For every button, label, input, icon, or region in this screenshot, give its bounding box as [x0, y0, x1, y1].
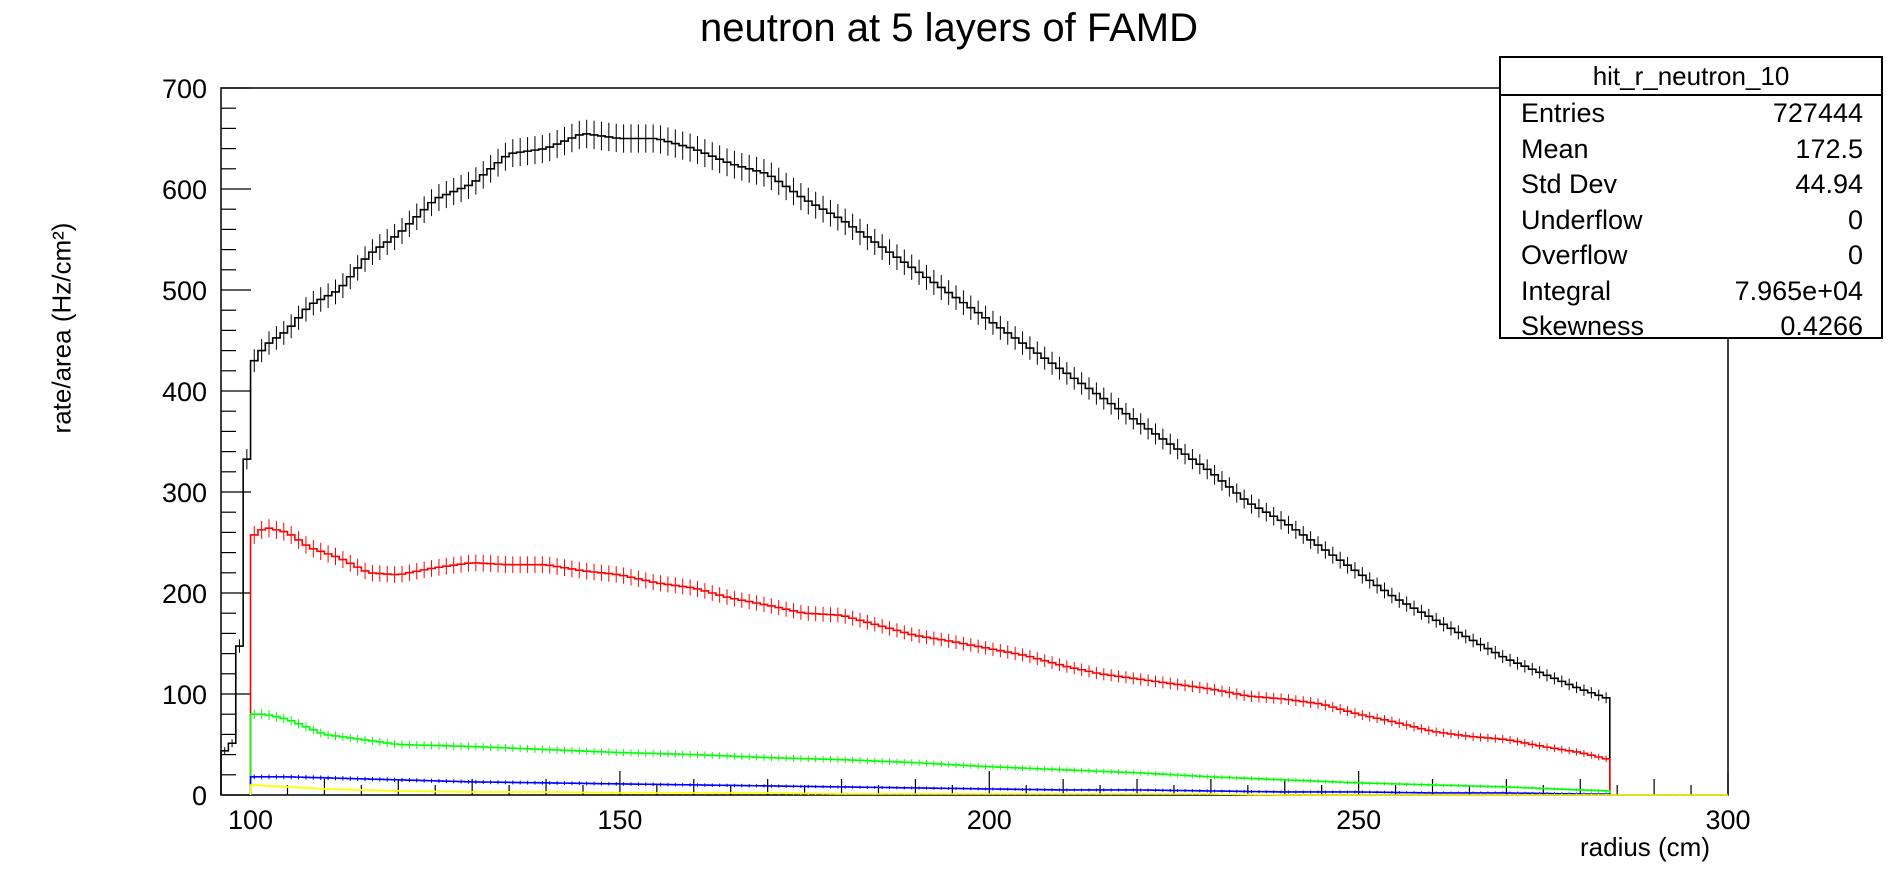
stats-label: Integral: [1521, 275, 1612, 306]
y-tick-label: 600: [162, 175, 207, 205]
stats-label: Mean: [1521, 133, 1589, 164]
series-0-histogram: [220, 133, 1611, 795]
y-tick-label: 0: [192, 781, 207, 811]
series-3-histogram: [249, 776, 1611, 795]
x-tick-label: 150: [597, 805, 642, 835]
stats-box: hit_r_neutron_10 Entries 727444 Mean 172…: [1499, 56, 1883, 341]
stats-label: Skewness: [1521, 311, 1645, 341]
stats-label: Entries: [1521, 98, 1606, 128]
stats-label: Std Dev: [1521, 169, 1618, 199]
y-tick-label: 200: [162, 579, 207, 609]
x-tick-label: 300: [1705, 805, 1750, 835]
stats-value: 0: [1847, 204, 1863, 235]
stats-row-integral: Integral 7.965e+04: [1501, 274, 1881, 310]
stats-label: Underflow: [1521, 204, 1643, 235]
stats-value: 727444: [1772, 98, 1863, 128]
plot-frame: [220, 87, 1729, 796]
series-2-histogram: [249, 713, 1611, 795]
stats-row-overflow: Overflow 0: [1501, 238, 1881, 274]
y-tick-label: 100: [162, 680, 207, 710]
y-tick-label: 400: [162, 377, 207, 407]
y-tick-label: 700: [162, 74, 207, 104]
stats-value: 0.4266: [1780, 311, 1863, 341]
series-1-histogram: [249, 527, 1611, 795]
stats-row-mean: Mean 172.5: [1501, 132, 1881, 168]
x-tick-label: 100: [228, 805, 273, 835]
stats-row-entries: Entries 727444: [1501, 96, 1881, 132]
stats-value: 44.94: [1795, 169, 1863, 199]
x-tick-label: 200: [967, 805, 1012, 835]
y-tick-label: 500: [162, 276, 207, 306]
x-tick-label: 250: [1336, 805, 1381, 835]
y-tick-label: 300: [162, 478, 207, 508]
chart-title: neutron at 5 layers of FAMD: [699, 6, 1198, 50]
stats-value: 172.5: [1795, 133, 1863, 164]
stats-box-title: hit_r_neutron_10: [1501, 58, 1881, 96]
stats-label: Overflow: [1521, 240, 1628, 270]
stats-value: 0: [1847, 240, 1863, 270]
series-4-histogram: [249, 784, 1728, 796]
stats-row-underflow: Underflow 0: [1501, 203, 1881, 239]
stats-row-std-dev: Std Dev 44.94: [1501, 167, 1881, 203]
x-axis-label: radius (cm): [1579, 832, 1710, 862]
stats-value: 7.965e+04: [1734, 275, 1863, 306]
stats-row-skewness: Skewness 0.4266: [1501, 309, 1881, 345]
y-axis-label: rate/area (Hz/cm²): [46, 222, 77, 434]
